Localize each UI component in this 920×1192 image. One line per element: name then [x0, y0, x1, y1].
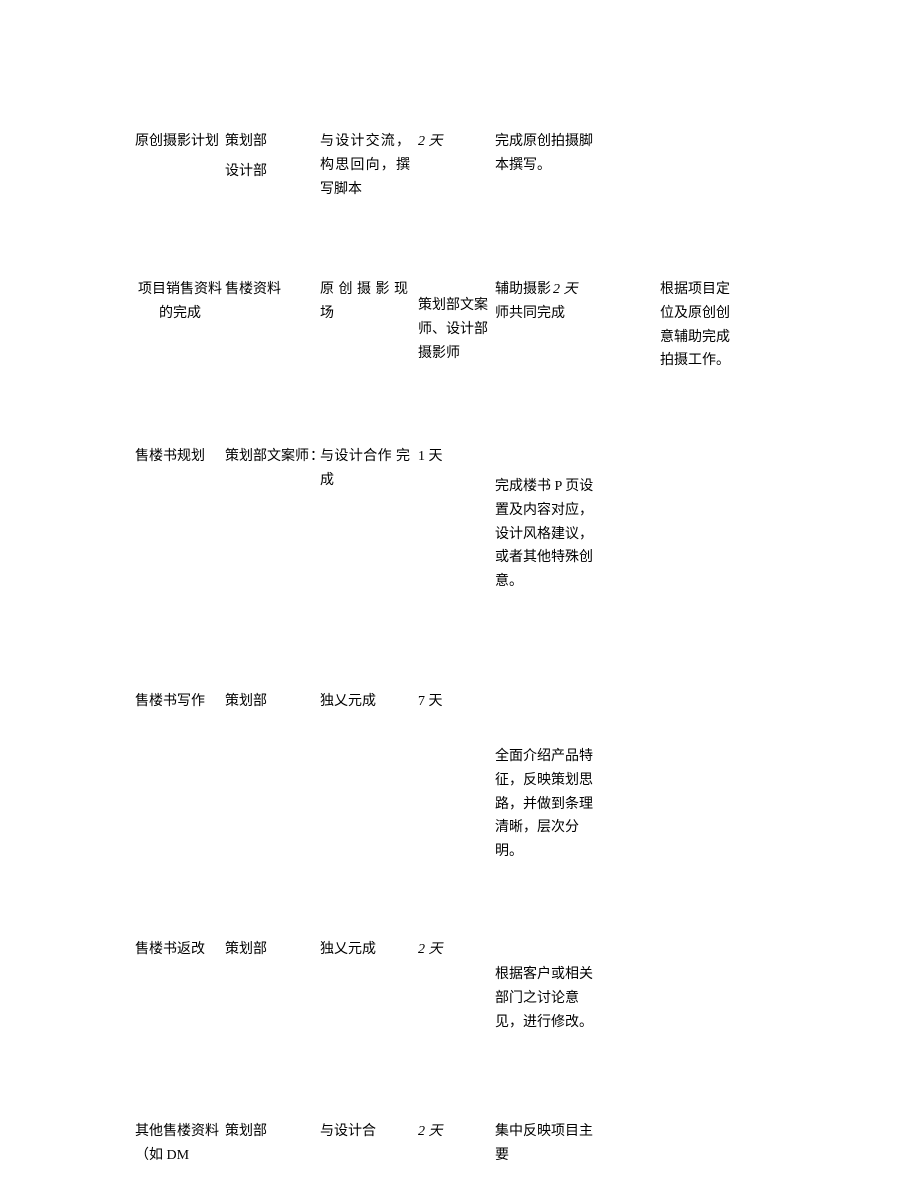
col-deliverable: 完成原创拍摄脚本撰写。 [495, 130, 605, 178]
col-dept: 策划部 [225, 1120, 315, 1144]
col-duration: 2 天 [418, 938, 488, 962]
col-action: 与设计合作 完成 [320, 445, 410, 493]
col-task: 售楼书规划 [135, 445, 225, 469]
col-deliverable: 完成楼书 P 页设置及内容对应，设计风格建议，或者其他特殊创意。 [495, 475, 605, 594]
col-deliverable: 辅助摄影2 天师共同完成 [495, 278, 605, 326]
col-duration: 2 天 [418, 1120, 488, 1144]
col-action: 与设计合 [320, 1120, 410, 1144]
col-deliverable-tail: 师共同完成 [495, 306, 565, 321]
col-action: 独乂元成 [320, 690, 410, 714]
col-task: 其他售楼资料（如 DM [135, 1120, 225, 1168]
col-duration: 策划部文案师、设计部摄影师 [418, 294, 488, 365]
col-dept: 策划部文案师 [225, 445, 315, 469]
col-task: 售楼书返改 [135, 938, 225, 962]
col-dept-2: 设计部 [225, 160, 315, 184]
col-deliverable: 根据客户或相关部门之讨论意见，进行修改。 [495, 963, 605, 1034]
col-deliverable-extra: 2 天 [553, 282, 578, 297]
col-note: 根据项目定位及原创创意辅助完成拍摄工作。 [660, 278, 730, 373]
col-duration: 2 天 [418, 130, 488, 154]
col-task: 项目销售资料的完成 [135, 278, 225, 326]
col-deliverable: 全面介绍产品特征，反映策划思路，并做到条理清晰，层次分明。 [495, 745, 605, 864]
col-deliverable-head: 辅助摄影 [495, 282, 551, 297]
col-action: 与设计交流，构思回向，撰写脚本 [320, 130, 410, 201]
col-dept: 策划部 [225, 130, 315, 154]
col-action: 原创摄影现场 [320, 278, 410, 326]
col-dept: 售楼资料 [225, 278, 315, 302]
col-dept: 策划部 [225, 690, 315, 714]
col-duration: 1 天 [418, 445, 488, 469]
col-deliverable: 集中反映项目主要 [495, 1120, 605, 1168]
col-duration: 7 天 [418, 690, 488, 714]
col-task: 售楼书写作 [135, 690, 225, 714]
col-action: 独乂元成 [320, 938, 410, 962]
col-dept: 策划部 [225, 938, 315, 962]
col-task: 原创摄影计划 [135, 130, 225, 154]
